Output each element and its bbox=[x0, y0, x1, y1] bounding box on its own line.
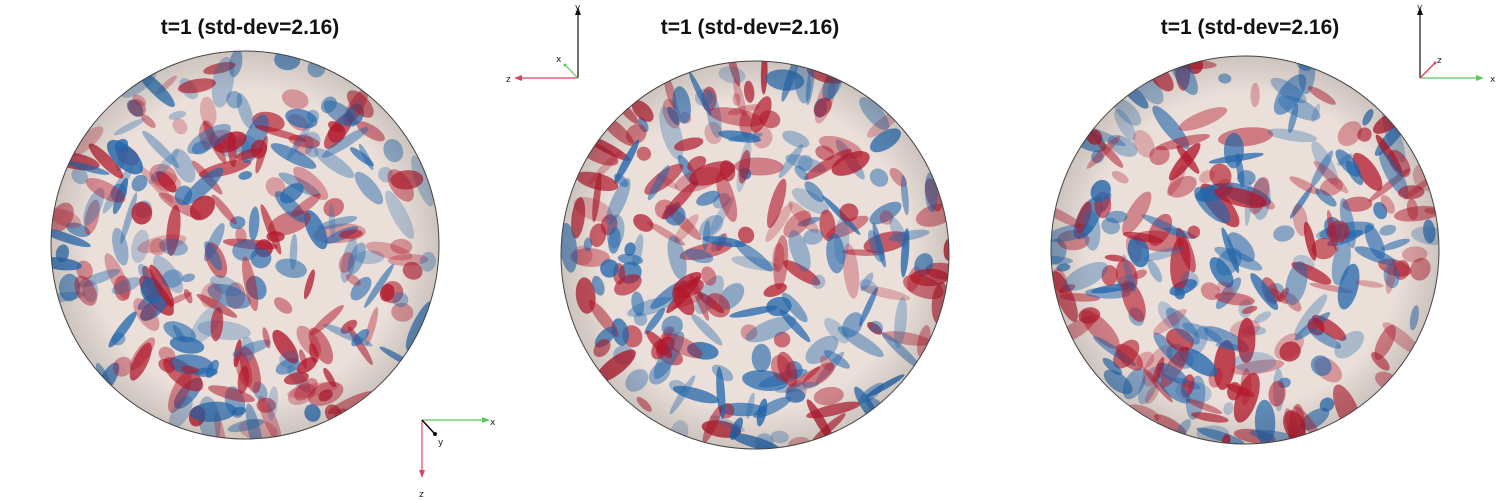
z-axis-label: z bbox=[1437, 56, 1442, 66]
y-axis-arrow bbox=[1417, 7, 1423, 15]
orientation-axes: y x z bbox=[1417, 3, 1496, 85]
sphere-panel-1: t=1 (std-dev=2.16) x z y bbox=[0, 0, 500, 500]
x-axis-arrow bbox=[1476, 75, 1484, 81]
sphere-view[interactable] bbox=[1000, 0, 1500, 500]
sphere-panel-3: t=1 (std-dev=2.16) y x z bbox=[1000, 0, 1500, 500]
panel-title: t=1 (std-dev=2.16) bbox=[1160, 16, 1340, 39]
sphere-panel-2: t=1 (std-dev=2.16) y z x bbox=[500, 0, 1000, 500]
sphere-shading bbox=[561, 61, 949, 449]
y-axis-line bbox=[421, 419, 435, 434]
x-axis-label: x bbox=[490, 418, 496, 428]
y-axis-label: y bbox=[1417, 3, 1423, 13]
z-axis-arrow bbox=[419, 470, 425, 478]
y-axis-arrow bbox=[575, 7, 581, 15]
x-axis-arrow bbox=[563, 63, 567, 67]
sphere-outline bbox=[50, 50, 440, 440]
z-axis-arrow bbox=[514, 75, 522, 81]
y-axis-label: y bbox=[438, 438, 444, 448]
sphere-view[interactable] bbox=[0, 0, 500, 500]
panel-title: t=1 (std-dev=2.16) bbox=[160, 16, 340, 39]
z-axis-label: z bbox=[506, 75, 511, 85]
y-axis-label: y bbox=[575, 3, 581, 13]
z-axis-label: z bbox=[419, 490, 424, 500]
x-axis-line bbox=[565, 65, 579, 79]
x-axis-arrow bbox=[482, 417, 490, 423]
z-axis-line bbox=[1419, 63, 1435, 79]
sphere-outline bbox=[560, 60, 950, 450]
x-axis-label: x bbox=[556, 55, 562, 65]
orientation-axes: x z y bbox=[419, 417, 496, 500]
x-axis-label: x bbox=[1490, 75, 1496, 85]
sphere-shading bbox=[51, 51, 439, 439]
y-axis-arrow bbox=[433, 432, 437, 436]
orientation-axes: y z x bbox=[506, 3, 581, 85]
sphere-outline bbox=[1050, 55, 1440, 445]
z-axis-arrow bbox=[1433, 61, 1437, 65]
sphere-shading bbox=[1051, 56, 1439, 444]
panel-title: t=1 (std-dev=2.16) bbox=[660, 16, 840, 39]
sphere-view[interactable] bbox=[500, 0, 1000, 500]
